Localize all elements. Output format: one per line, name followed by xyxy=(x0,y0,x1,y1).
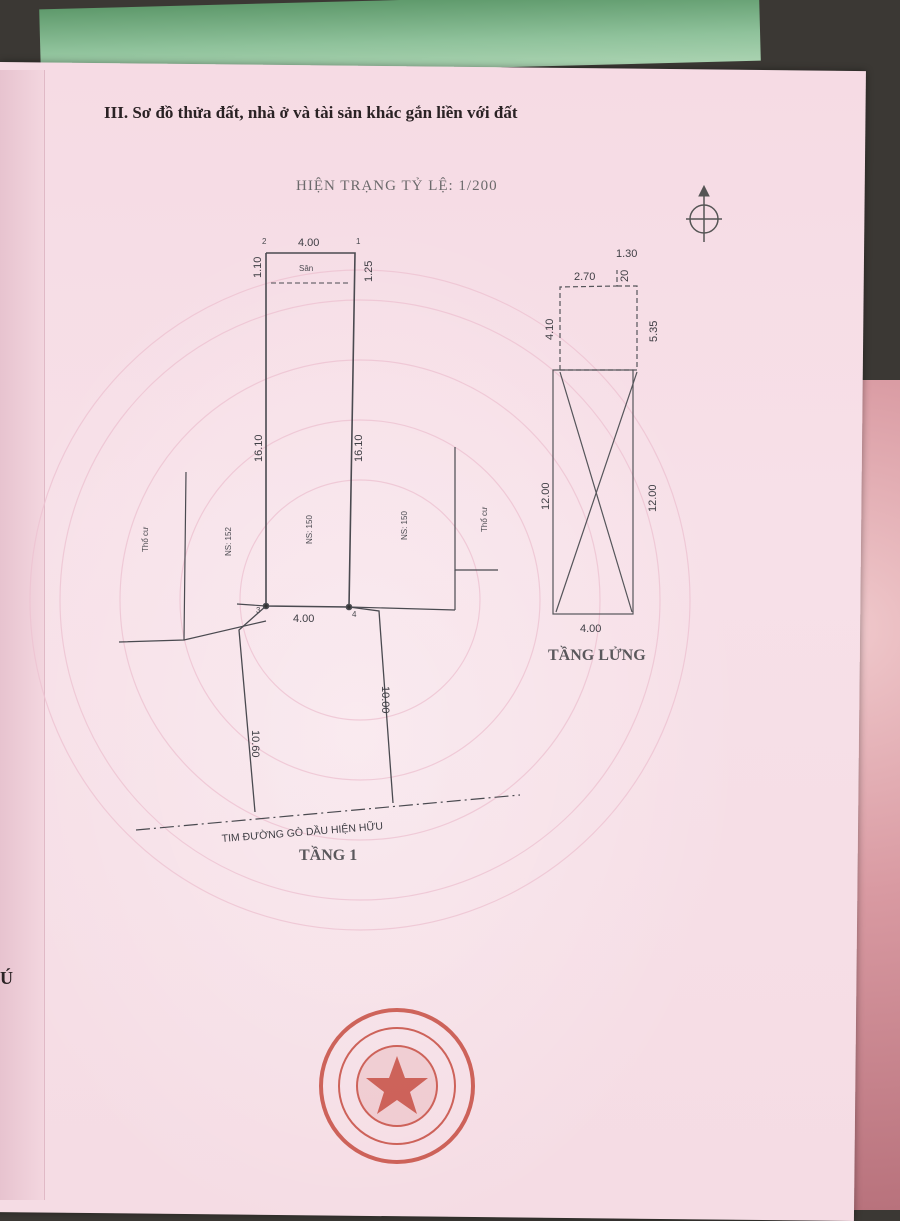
lot-boundary xyxy=(265,252,356,608)
neighbor-right-line xyxy=(454,447,498,571)
neighbor-label-left: Thổ cư xyxy=(141,526,150,552)
official-seal xyxy=(319,1008,475,1164)
point-label-4: 4 xyxy=(352,610,357,619)
mezz-top-small: 20 xyxy=(619,270,631,282)
road-centerline xyxy=(135,794,521,831)
ground-top-width: 4.00 xyxy=(298,237,319,249)
ground-floor-label: TẦNG 1 xyxy=(299,847,358,864)
neighbor-label-ns150: NS: 150 xyxy=(400,511,409,540)
front-left-edge xyxy=(238,605,267,813)
point-label-2: 2 xyxy=(262,237,267,246)
ground-left-setback: 1.10 xyxy=(252,257,264,278)
mezz-top-total: 1.30 xyxy=(616,248,637,260)
ground-floor-plan xyxy=(118,252,521,831)
north-arrow-icon xyxy=(686,184,722,242)
edge-character: Ú xyxy=(0,968,13,988)
mezzanine-label: TẦNG LỬNG xyxy=(548,647,646,664)
neighbor-label-ns152: NS: 152 xyxy=(224,527,233,556)
mezz-left-height: 12.00 xyxy=(540,482,552,510)
ground-left-side: 16.10 xyxy=(253,434,265,462)
neighbor-left-boundary xyxy=(183,620,267,641)
neighbor-left-line xyxy=(118,471,187,643)
mezz-bottom-width: 4.00 xyxy=(580,623,601,635)
ground-front-right: 10.00 xyxy=(379,686,391,714)
ground-front-left: 10.60 xyxy=(249,730,261,758)
mezz-left-upper: 4.10 xyxy=(544,319,556,340)
point-label-1: 1 xyxy=(356,237,361,246)
ground-bottom-width: 4.00 xyxy=(293,613,314,625)
guilloche-pattern xyxy=(29,269,691,931)
front-right-edge xyxy=(348,606,394,804)
mezz-right-upper: 5.35 xyxy=(648,321,660,342)
mezz-top-left: 2.70 xyxy=(574,271,595,283)
ground-right-setback: 1.25 xyxy=(363,261,375,282)
mezz-right-height: 12.00 xyxy=(647,484,659,512)
point-label-3: 3 xyxy=(256,606,261,615)
yard-label: Sân xyxy=(299,264,313,273)
section-title: III. Sơ đồ thửa đất, nhà ở và tài sản kh… xyxy=(104,103,518,122)
page-fold xyxy=(0,70,45,1200)
ground-right-side: 16.10 xyxy=(353,434,365,462)
road-label: TIM ĐƯỜNG GÒ DẦU HIỆN HỮU xyxy=(221,819,383,845)
lot-label-ns150: NS: 150 xyxy=(305,515,314,544)
mezzanine-plan xyxy=(552,270,638,615)
neighbor-label-right: Thổ cư xyxy=(480,506,489,532)
scale-title: HIỆN TRẠNG TỶ LỆ: 1/200 xyxy=(296,178,498,194)
